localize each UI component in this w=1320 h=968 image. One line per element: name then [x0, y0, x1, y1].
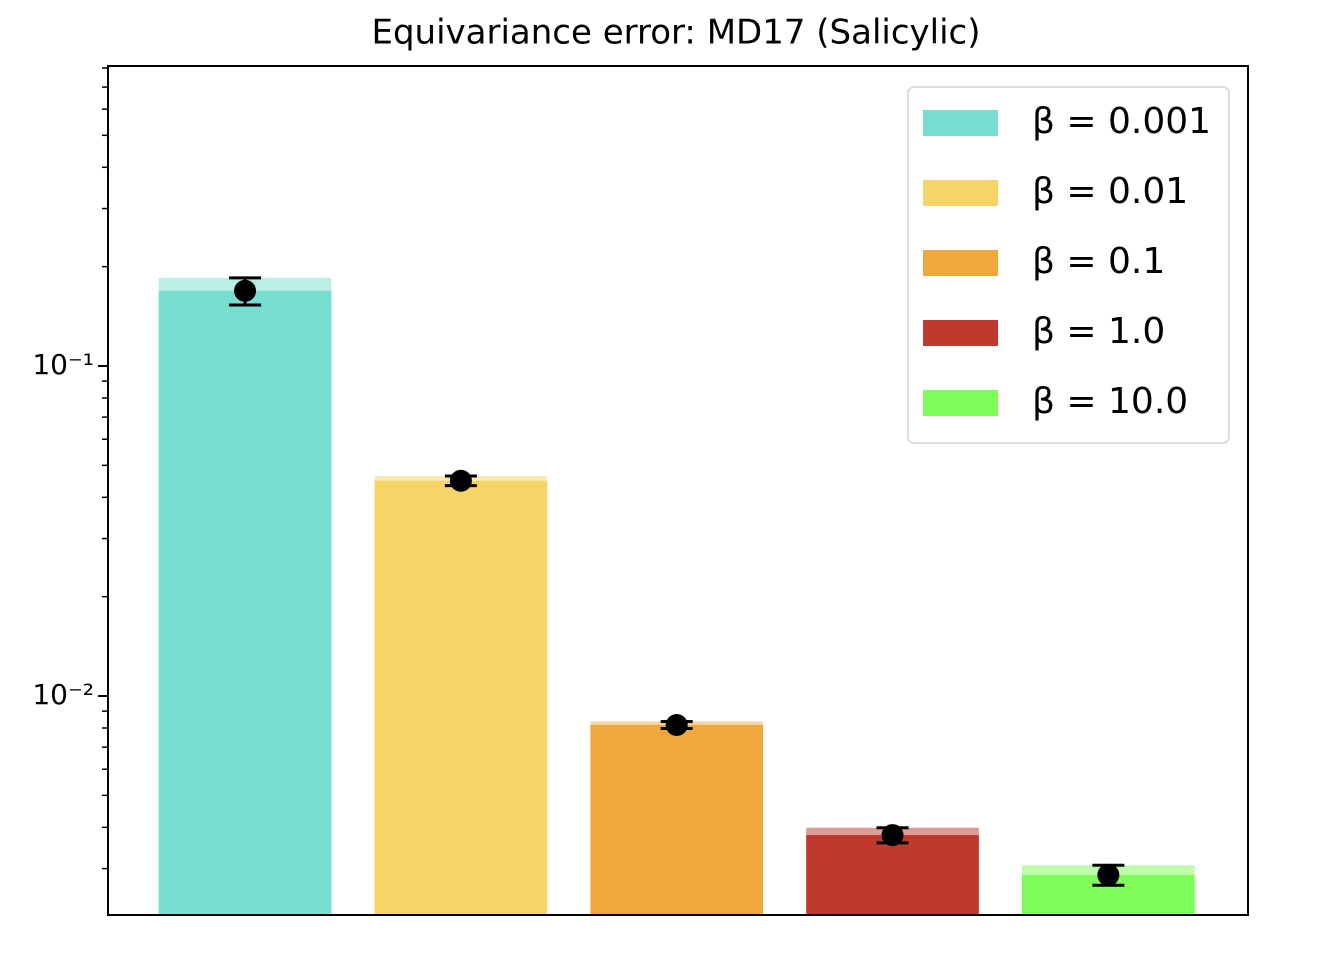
- legend-swatch: [923, 180, 998, 206]
- legend: β = 0.001 β = 0.01 β = 0.1 β = 1.0 β = 10.0: [907, 86, 1230, 444]
- mean-dot: [234, 279, 257, 302]
- chart-title: Equivariance error: MD17 (Salicylic): [371, 13, 980, 53]
- mean-dot: [449, 469, 472, 492]
- legend-label: β = 0.001: [1032, 101, 1211, 142]
- bar: [374, 480, 548, 915]
- bar: [158, 290, 332, 915]
- legend-swatch: [923, 110, 998, 136]
- y-tick-label: 10⁻¹: [32, 348, 94, 381]
- legend-label: β = 0.01: [1032, 171, 1188, 212]
- legend-label: β = 1.0: [1032, 311, 1165, 352]
- legend-swatch: [923, 250, 998, 276]
- bar: [806, 835, 979, 915]
- mean-dot: [881, 824, 904, 847]
- mean-dot: [1097, 863, 1120, 886]
- legend-swatch: [923, 390, 998, 416]
- legend-label: β = 0.1: [1032, 241, 1165, 282]
- legend-swatch: [923, 320, 998, 346]
- mean-dot: [665, 713, 688, 736]
- plot-frame: [107, 65, 1249, 916]
- bar: [590, 724, 764, 915]
- legend-label: β = 10.0: [1032, 381, 1188, 422]
- y-tick-label: 10⁻²: [32, 678, 94, 711]
- legend-box: [907, 86, 1230, 444]
